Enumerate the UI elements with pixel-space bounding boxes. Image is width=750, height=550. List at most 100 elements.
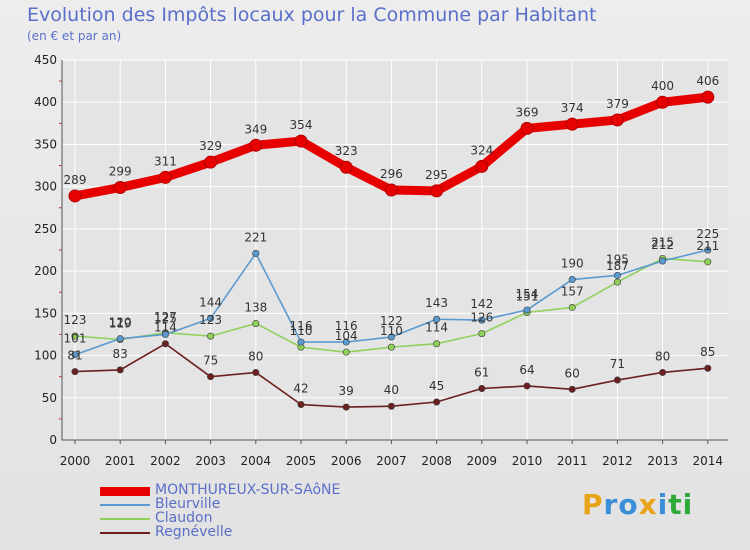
data-point: [523, 382, 531, 390]
data-label: 80: [655, 349, 670, 363]
data-label: 80: [248, 349, 263, 363]
data-label: 212: [651, 238, 674, 252]
legend-swatch: [100, 518, 150, 520]
data-point: [433, 398, 441, 406]
logo-letter: o: [618, 488, 639, 521]
y-tick-label: 0: [49, 433, 57, 447]
data-label: 311: [154, 154, 177, 168]
x-tick-label: 2000: [60, 454, 91, 468]
data-label: 114: [425, 321, 448, 335]
data-point: [384, 183, 398, 197]
data-label: 39: [339, 384, 354, 398]
legend-swatch: [100, 504, 150, 506]
data-point: [207, 332, 215, 340]
data-label: 329: [199, 139, 222, 153]
data-point: [207, 373, 215, 381]
data-label: 221: [244, 230, 267, 244]
data-label: 42: [293, 382, 308, 396]
data-label: 116: [335, 319, 358, 333]
data-label: 122: [380, 314, 403, 328]
data-label: 120: [109, 316, 132, 330]
data-label: 154: [516, 287, 539, 301]
data-label: 45: [429, 379, 444, 393]
data-label: 323: [335, 144, 358, 158]
y-tick-label: 450: [34, 53, 57, 67]
data-label: 40: [384, 383, 399, 397]
data-label: 60: [565, 366, 580, 380]
data-point: [704, 258, 712, 266]
data-point: [71, 332, 79, 340]
legend-swatch: [100, 487, 150, 496]
data-point: [68, 189, 82, 203]
data-point: [613, 376, 621, 384]
y-tick-label: 250: [34, 222, 57, 236]
data-label: 144: [199, 295, 222, 309]
data-label: 299: [109, 165, 132, 179]
x-tick-label: 2006: [331, 454, 362, 468]
data-label: 215: [651, 235, 674, 249]
data-label: 116: [290, 319, 313, 333]
data-point: [701, 90, 715, 104]
data-label: 126: [470, 311, 493, 325]
x-tick-label: 2007: [376, 454, 407, 468]
data-label: 354: [290, 118, 313, 132]
data-label: 110: [380, 324, 403, 338]
data-point: [204, 155, 218, 169]
data-point: [704, 246, 712, 254]
data-point: [387, 343, 395, 351]
y-tick-label: 50: [42, 391, 57, 405]
data-point: [659, 257, 667, 265]
data-point: [565, 117, 579, 131]
data-label: 296: [380, 167, 403, 181]
x-tick-label: 2009: [467, 454, 498, 468]
legend-label: Regnévelle: [155, 524, 233, 540]
data-point: [613, 278, 621, 286]
data-label: 289: [64, 173, 87, 187]
data-point: [568, 303, 576, 311]
data-label: 101: [64, 332, 87, 346]
data-point: [478, 384, 486, 392]
data-point: [252, 368, 260, 376]
data-point: [161, 330, 169, 338]
logo-letter: t: [668, 488, 683, 521]
x-tick-label: 2008: [421, 454, 452, 468]
data-label: 123: [64, 313, 87, 327]
data-label: 195: [606, 252, 629, 266]
legend-swatch: [100, 532, 150, 534]
data-point: [252, 249, 260, 257]
data-label: 400: [651, 79, 674, 93]
logo-letter: i: [682, 488, 694, 521]
y-tick-label: 100: [34, 349, 57, 363]
data-label: 83: [113, 347, 128, 361]
x-tick-label: 2014: [693, 454, 724, 468]
logo-letter: r: [603, 488, 619, 521]
data-label: 81: [67, 349, 82, 363]
x-tick-label: 2005: [286, 454, 317, 468]
data-point: [568, 385, 576, 393]
x-tick-label: 2004: [241, 454, 272, 468]
data-label: 138: [244, 300, 267, 314]
data-label: 104: [335, 329, 358, 343]
data-point: [433, 340, 441, 348]
proxiti-logo: Proxiti: [582, 488, 693, 521]
data-label: 64: [519, 363, 534, 377]
data-label: 187: [606, 259, 629, 273]
data-label: 379: [606, 97, 629, 111]
legend-label: Claudon: [155, 510, 213, 526]
data-point: [430, 184, 444, 198]
data-point: [568, 276, 576, 284]
legend-label: Bleurville: [155, 496, 221, 512]
data-label: 71: [610, 357, 625, 371]
data-point: [433, 315, 441, 323]
data-point: [158, 170, 172, 184]
data-label: 114: [154, 321, 177, 335]
data-point: [659, 368, 667, 376]
data-point: [294, 134, 308, 148]
data-point: [252, 319, 260, 327]
data-point: [656, 95, 670, 109]
y-tick-label: 350: [34, 137, 57, 151]
y-tick-label: 200: [34, 264, 57, 278]
data-label: 190: [561, 257, 584, 271]
data-point: [113, 181, 127, 195]
data-label: 110: [290, 324, 313, 338]
